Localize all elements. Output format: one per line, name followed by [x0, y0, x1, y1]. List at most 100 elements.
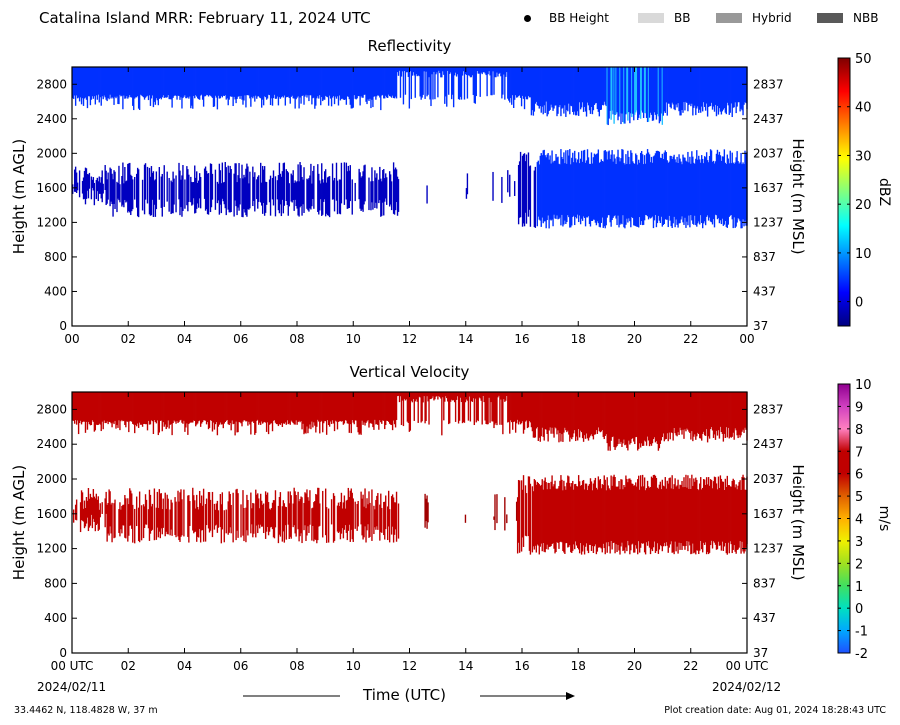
- lower-cloud-strip: [735, 157, 737, 227]
- upper-cloud-strip: [137, 392, 140, 428]
- upper-cloud-strip: [194, 67, 196, 99]
- upper-cloud-strip: [375, 392, 377, 425]
- lower-cloud-strip: [538, 164, 540, 220]
- upper-cloud-strip: [369, 67, 371, 99]
- upper-cloud-strip: [491, 67, 493, 96]
- lower-cloud-strip: [264, 491, 267, 539]
- lower-cloud-strip: [647, 152, 650, 220]
- upper-cloud-strip: [696, 392, 698, 437]
- lower-cloud-strip: [690, 489, 692, 555]
- lower-cloud-strip: [303, 502, 305, 531]
- upper-cloud-strip: [409, 392, 412, 431]
- lower-cloud-strip: [215, 503, 218, 525]
- upper-cloud-strip: [479, 67, 481, 97]
- upper-cloud-strip: [148, 67, 151, 96]
- lower-cloud-strip: [426, 185, 428, 204]
- lower-cloud-strip: [324, 488, 327, 536]
- upper-cloud-strip: [326, 67, 329, 98]
- lower-cloud-strip: [708, 156, 711, 218]
- lower-cloud-strip: [741, 164, 743, 229]
- upper-cloud-strip: [584, 392, 587, 439]
- upper-cloud-strip: [383, 67, 385, 99]
- upper-cloud-strip: [556, 392, 558, 435]
- upper-cloud-strip: [131, 392, 133, 422]
- upper-cloud-strip: [151, 392, 154, 422]
- upper-cloud-strip: [213, 67, 216, 107]
- y-tick-label: 1200: [36, 542, 67, 556]
- upper-cloud-strip: [390, 67, 393, 98]
- upper-cloud-strip: [548, 392, 550, 431]
- upper-cloud-strip: [242, 392, 244, 422]
- lower-cloud-strip: [588, 163, 591, 225]
- upper-cloud-strip: [380, 392, 382, 423]
- lower-cloud-strip: [701, 489, 703, 550]
- lower-cloud-strip: [644, 163, 647, 215]
- upper-cloud-strip: [462, 392, 465, 423]
- lower-cloud-strip: [197, 506, 199, 537]
- upper-cloud-strip: [455, 67, 458, 77]
- lower-cloud-strip: [536, 162, 539, 227]
- lower-cloud-strip: [632, 483, 634, 544]
- upper-cloud-strip: [162, 392, 164, 423]
- upper-cloud-strip: [207, 67, 210, 97]
- lower-cloud-strip: [583, 489, 586, 555]
- upper-cloud-strip: [506, 67, 508, 73]
- lower-cloud-strip: [337, 502, 340, 533]
- upper-cloud-strip: [340, 392, 343, 422]
- upper-cloud-strip: [209, 392, 212, 421]
- colorbar-tick-label: 4: [855, 513, 863, 528]
- lower-cloud-strip: [536, 481, 539, 545]
- upper-cloud-strip: [553, 392, 555, 438]
- upper-cloud-strip: [127, 67, 129, 99]
- lower-cloud-strip: [143, 164, 146, 215]
- upper-cloud-strip: [541, 67, 543, 107]
- lower-cloud-strip: [743, 477, 745, 554]
- lower-cloud-strip: [194, 165, 196, 214]
- upper-cloud-strip: [694, 392, 696, 435]
- upper-cloud-strip: [195, 392, 197, 427]
- lower-cloud-strip: [658, 151, 661, 221]
- lower-cloud-strip: [257, 176, 259, 209]
- upper-cloud-strip: [729, 392, 731, 437]
- upper-cloud-strip: [460, 67, 463, 100]
- upper-cloud-strip: [597, 392, 600, 428]
- upper-cloud-strip: [115, 67, 117, 99]
- lower-cloud-strip: [558, 486, 560, 549]
- upper-cloud-strip: [93, 67, 96, 97]
- upper-cloud-strip: [333, 67, 336, 105]
- upper-cloud-strip: [743, 67, 745, 105]
- upper-cloud-strip: [578, 67, 581, 103]
- lower-cloud-strip: [247, 166, 249, 210]
- lower-cloud-strip: [331, 163, 334, 200]
- lower-cloud-strip: [721, 481, 724, 542]
- lower-cloud-strip: [370, 181, 372, 211]
- lower-cloud-strip: [628, 156, 630, 219]
- upper-cloud-strip: [361, 392, 363, 421]
- lower-cloud-strip: [309, 490, 311, 525]
- lower-cloud-strip: [517, 164, 520, 225]
- lower-cloud-strip: [527, 476, 530, 537]
- upper-cloud-strip: [290, 67, 292, 97]
- upper-cloud-strip: [742, 67, 744, 116]
- upper-cloud-strip: [257, 392, 259, 420]
- upper-cloud-strip: [148, 392, 151, 425]
- upper-cloud-strip: [138, 392, 141, 423]
- upper-cloud-strip: [708, 392, 711, 439]
- upper-cloud-strip: [498, 67, 500, 74]
- lower-cloud-strip: [192, 487, 194, 531]
- lower-cloud-strip: [519, 151, 522, 218]
- lower-cloud-strip: [178, 501, 180, 541]
- lower-cloud-strip: [235, 489, 237, 541]
- lower-cloud-strip: [357, 500, 359, 527]
- upper-cloud-strip: [541, 392, 543, 428]
- upper-cloud-strip: [683, 67, 685, 103]
- upper-cloud-strip: [245, 67, 247, 108]
- upper-cloud-strip: [473, 392, 476, 426]
- upper-cloud-strip: [286, 67, 288, 98]
- upper-cloud-strip: [660, 392, 663, 441]
- upper-cloud-strip: [574, 392, 576, 431]
- upper-cloud-strip: [522, 67, 525, 99]
- upper-cloud-strip: [241, 392, 243, 427]
- lower-cloud-strip: [389, 174, 392, 205]
- lower-cloud-strip: [358, 168, 360, 200]
